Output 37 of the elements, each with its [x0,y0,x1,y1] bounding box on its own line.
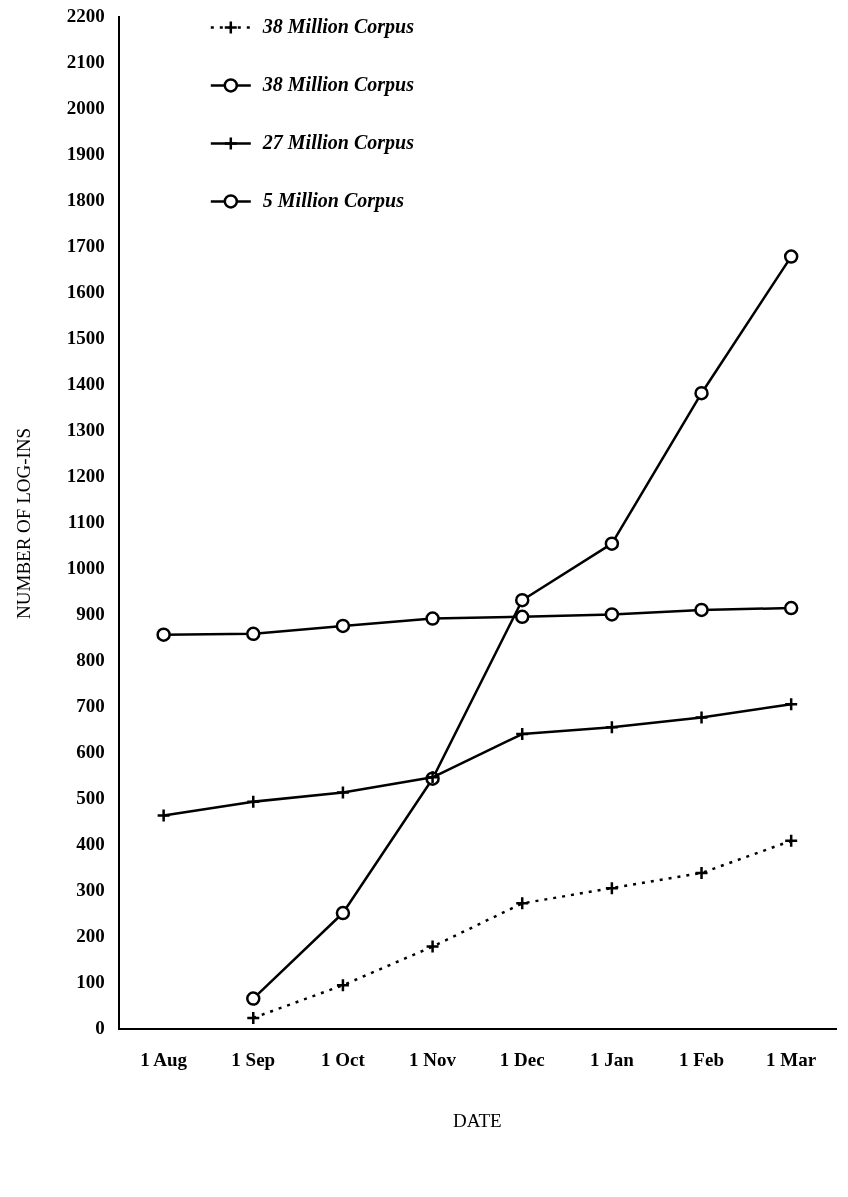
y-tick-label: 1000 [66,557,105,579]
y-tick-label: 200 [76,925,105,947]
x-tick-label: 1 Nov [409,1048,457,1070]
y-tick-label: 1800 [66,189,105,211]
x-tick-label: 1 Aug [140,1048,188,1070]
x-tick-label: 1 Sep [231,1048,276,1070]
x-tick-label: 1 Mar [766,1048,817,1070]
x-axis-title: DATE [453,1109,502,1131]
y-tick-label: 400 [76,833,105,855]
y-axis-title: NUMBER OF LOG-INS [13,427,35,619]
y-tick-label: 800 [76,649,105,671]
y-tick-label: 300 [76,879,105,901]
x-tick-label: 1 Dec [499,1048,545,1070]
legend-label: 5 Million Corpus [262,188,405,212]
y-tick-label: 2100 [66,51,105,73]
y-tick-label: 1500 [66,327,105,349]
y-tick-label: 900 [76,603,105,625]
y-tick-label: 500 [76,787,105,809]
y-tick-label: 1600 [66,281,105,303]
y-tick-label: 700 [76,695,105,717]
x-tick-label: 1 Feb [679,1048,724,1070]
x-tick-label: 1 Oct [321,1048,366,1070]
legend-label: 27 Million Corpus [261,130,415,154]
y-tick-label: 1700 [66,235,105,257]
y-tick-label: 0 [95,1017,105,1039]
legend-label: 38 Million Corpus [261,72,415,96]
x-tick-label: 1 Jan [589,1048,635,1070]
y-tick-label: 1400 [66,373,105,395]
y-tick-label: 1200 [66,465,105,487]
y-tick-label: 1900 [66,143,105,165]
y-tick-label: 100 [76,971,105,993]
y-tick-label: 1100 [67,511,105,533]
y-tick-label: 1300 [66,419,105,441]
y-tick-label: 2000 [66,97,105,119]
legend-label: 38 Million Corpus [261,14,415,38]
y-tick-label: 600 [76,741,105,763]
y-tick-label: 2200 [66,5,105,27]
